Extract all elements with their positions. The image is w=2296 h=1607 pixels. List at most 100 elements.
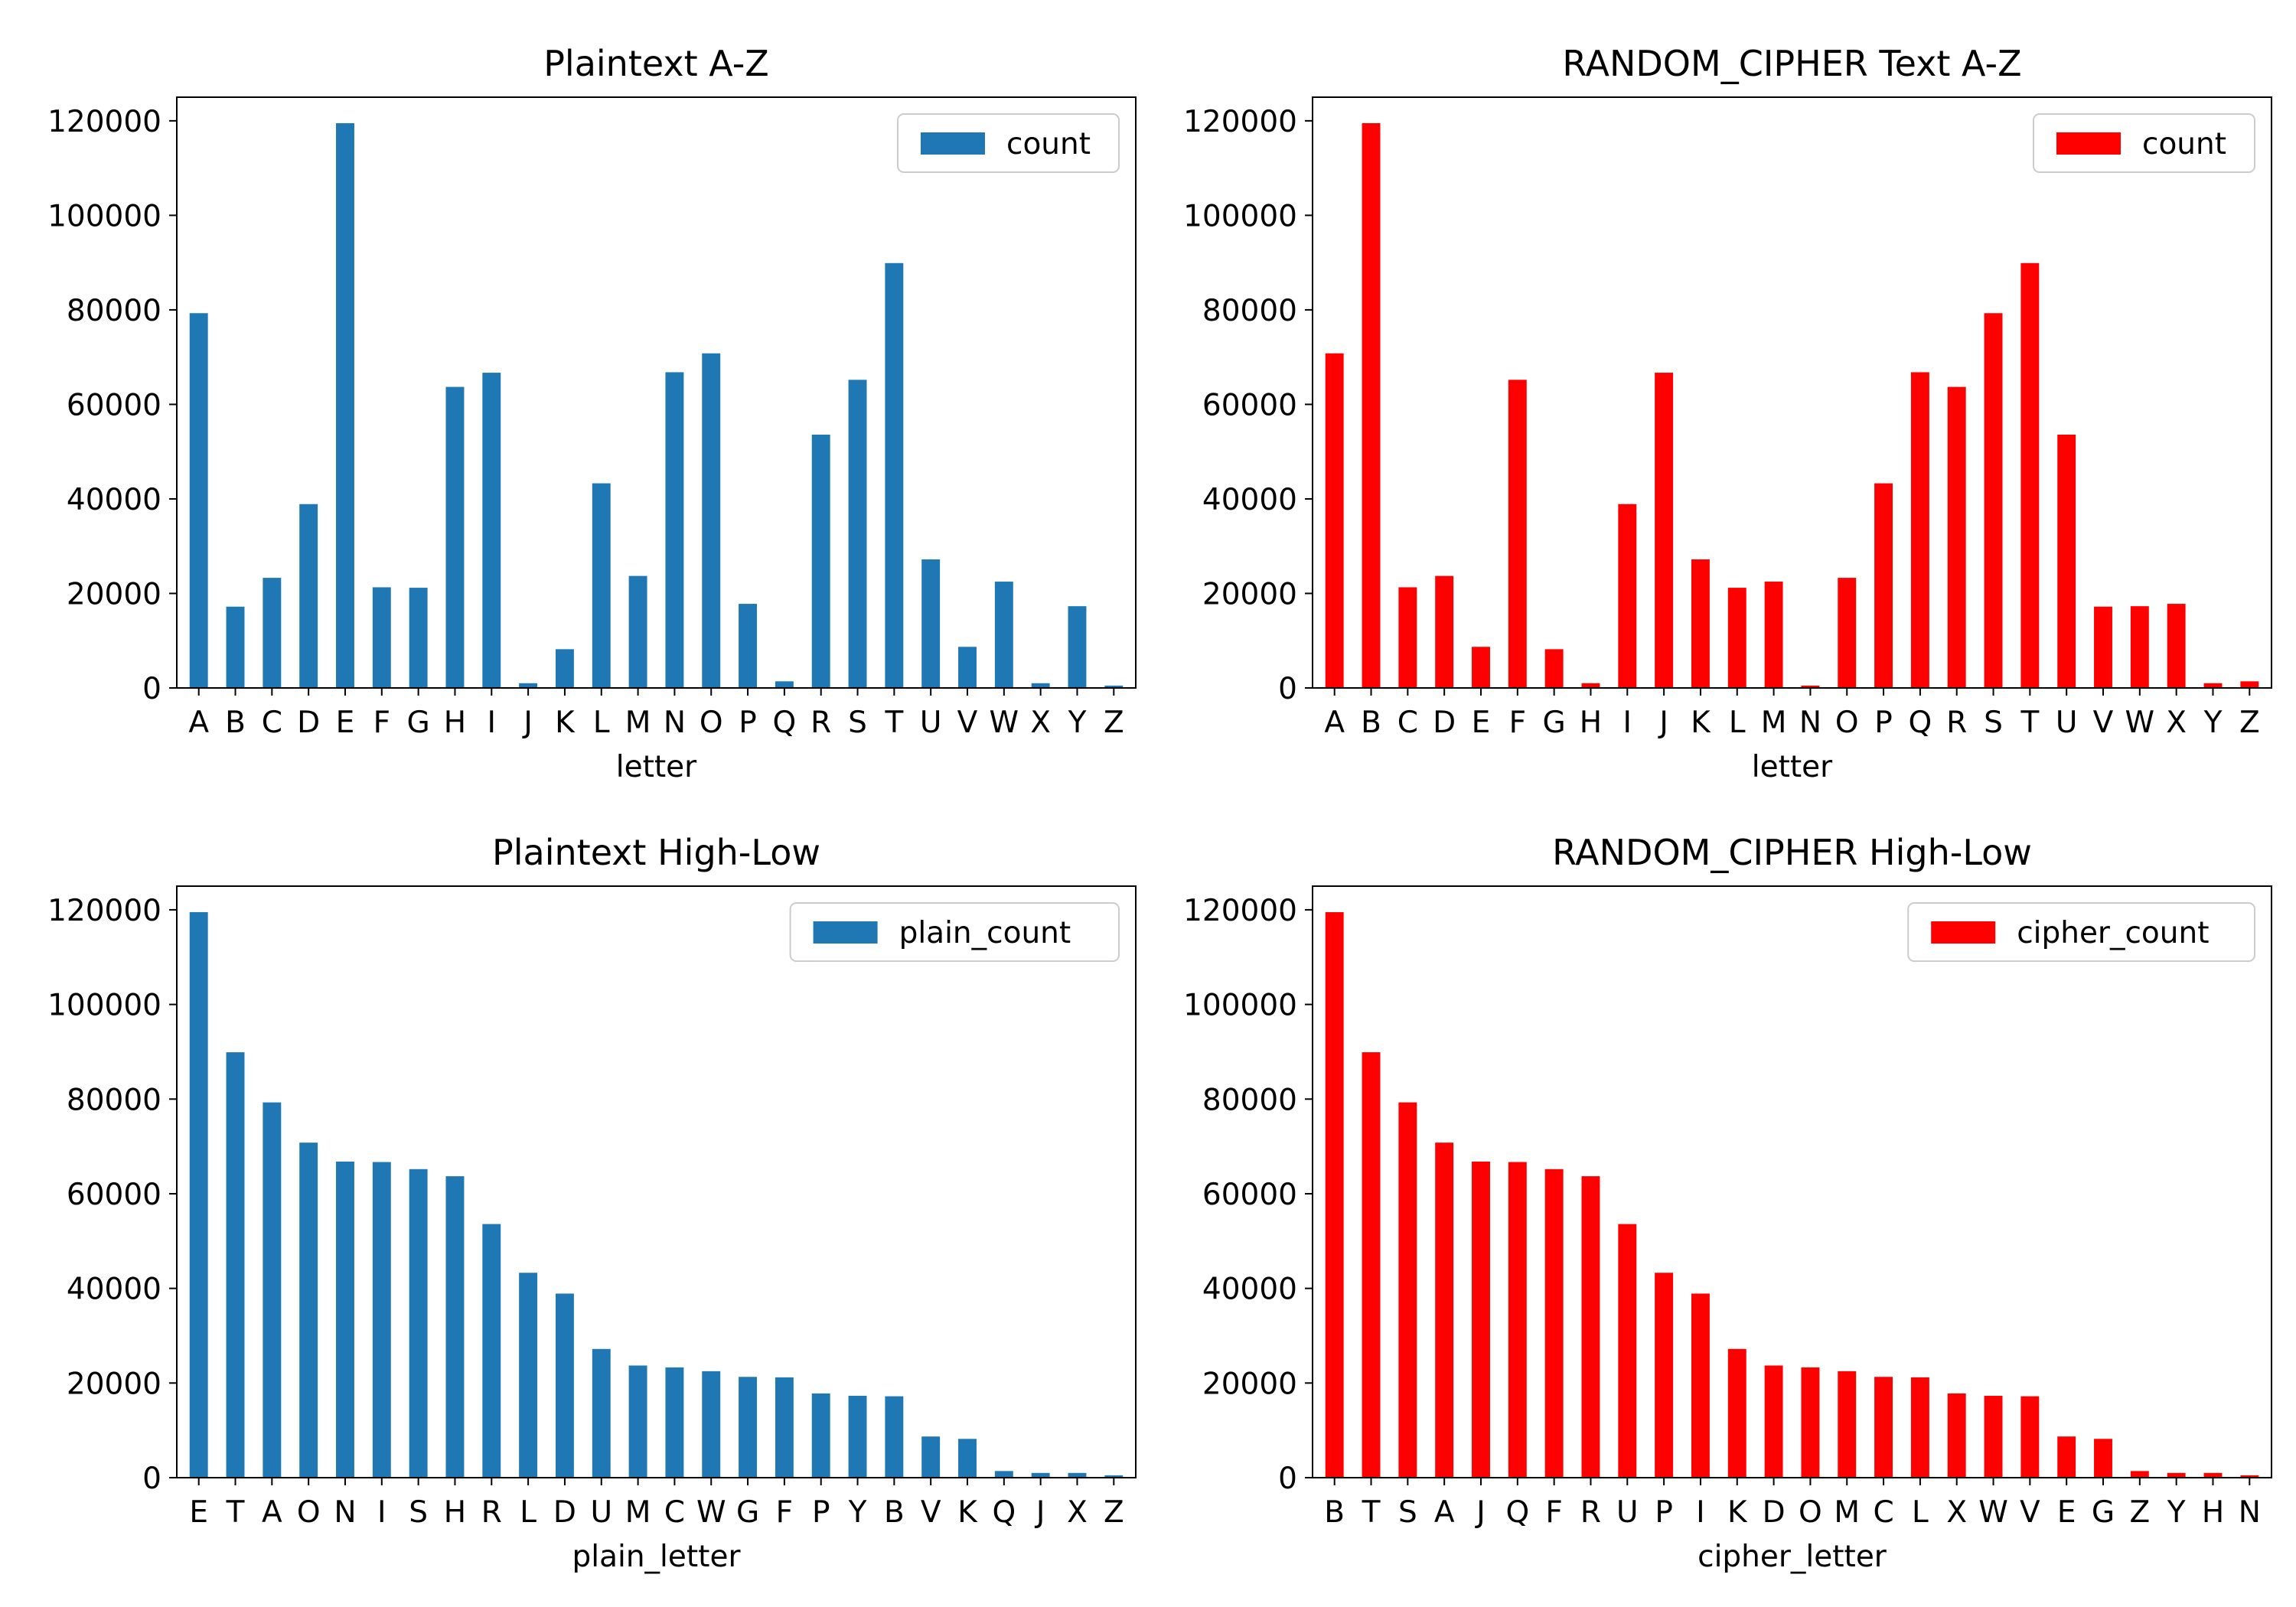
x-tick-label: O <box>1799 1495 1822 1530</box>
bar-V <box>2094 606 2112 688</box>
y-tick-label: 20000 <box>1202 1367 1297 1401</box>
x-tick-label: X <box>1067 1495 1088 1530</box>
x-tick-label: L <box>1729 706 1746 740</box>
bar-W <box>994 582 1013 688</box>
bar-L <box>1910 1377 1929 1478</box>
bars <box>1325 912 2259 1478</box>
x-tick-label: B <box>1361 706 1381 740</box>
x-tick-label: W <box>1978 1495 2008 1530</box>
x-axis-label: plain_letter <box>572 1540 742 1574</box>
bar-B <box>1325 912 1344 1478</box>
x-tick-label: E <box>336 706 355 740</box>
bar-Z <box>2130 1471 2149 1478</box>
bar-R <box>1581 1176 1600 1478</box>
legend-label: count <box>1006 127 1091 161</box>
bar-B <box>1362 122 1381 689</box>
chart-panel-2: 0 20000 40000 60000 80000 100000 120000 A B C D E F G… <box>1183 43 2272 784</box>
legend-swatch <box>921 132 985 155</box>
x-axis-label: letter <box>1752 750 1833 784</box>
x-tick-label: D <box>1763 1495 1786 1530</box>
x-tick-label: N <box>2239 1495 2261 1530</box>
bar-A <box>1435 1143 1454 1478</box>
chart-panel-4: 0 20000 40000 60000 80000 100000 120000 B T S A J Q F… <box>1183 832 2272 1574</box>
x-tick-label: L <box>1912 1495 1929 1530</box>
x-tick-label: N <box>334 1495 356 1530</box>
x-tick-label: B <box>884 1495 905 1530</box>
bar-H <box>1581 683 1600 688</box>
x-tick-label: B <box>1324 1495 1345 1530</box>
bar-O <box>1838 578 1857 688</box>
bar-L <box>519 1273 538 1478</box>
x-tick-label: Z <box>1104 1495 1124 1530</box>
bar-K <box>1727 1348 1746 1478</box>
bar-X <box>1068 1472 1087 1478</box>
x-tick-label: R <box>1946 706 1967 740</box>
y-tick-label: 0 <box>1278 1462 1297 1496</box>
x-tick-label: M <box>1761 706 1787 740</box>
y-tick-label: 100000 <box>47 989 161 1023</box>
y-tick-label: 60000 <box>67 1178 161 1212</box>
legend-box <box>789 902 1120 962</box>
x-tick-label: U <box>920 706 942 740</box>
x-tick-label: K <box>957 1495 978 1530</box>
axes-frame <box>176 885 1137 1478</box>
bar-W <box>2130 606 2149 688</box>
bar-B <box>226 606 245 688</box>
bar-F <box>1544 1169 1564 1478</box>
legend-label: count <box>2142 127 2226 161</box>
bar-P <box>1655 1273 1674 1478</box>
x-tick-label: K <box>1727 1495 1748 1530</box>
x-tick-label: U <box>1616 1495 1639 1530</box>
bar-M <box>1764 582 1783 688</box>
bar-T <box>226 1052 245 1478</box>
y-tick-label: 40000 <box>1202 483 1297 517</box>
x-tick-label: X <box>2166 706 2187 740</box>
bar-C <box>665 1367 684 1478</box>
x-tick-label: S <box>409 1495 428 1530</box>
bar-J <box>1472 1161 1490 1478</box>
bar-T <box>1362 1052 1381 1478</box>
bar-M <box>628 1365 647 1478</box>
chart-title: Plaintext A-Z <box>543 43 769 84</box>
axes-frame <box>1312 96 2272 689</box>
x-tick-label: O <box>1835 706 1859 740</box>
legend-label: cipher_count <box>2017 916 2209 950</box>
bar-I <box>1618 504 1637 688</box>
legend-swatch <box>813 921 878 944</box>
bar-R <box>482 1224 501 1478</box>
bar-J <box>1031 1472 1050 1478</box>
x-axis-label: letter <box>616 750 697 784</box>
bar-V <box>921 1436 941 1478</box>
bar-K <box>555 649 574 688</box>
bar-E <box>2057 1436 2076 1478</box>
legend-box <box>1907 902 2255 962</box>
x-tick-label: A <box>262 1495 282 1530</box>
x-tick-label: G <box>2092 1495 2115 1530</box>
x-tick-label: T <box>2020 706 2039 740</box>
y-tick-label: 80000 <box>67 294 161 328</box>
x-tick-label: X <box>1030 706 1051 740</box>
y-tick-label: 40000 <box>67 1273 161 1307</box>
y-tick-label: 80000 <box>67 1083 161 1117</box>
bar-C <box>1874 1377 1893 1478</box>
bar-H <box>445 386 465 688</box>
y-tick-label: 120000 <box>47 105 161 139</box>
bar-Q <box>994 1471 1013 1478</box>
x-tick-label: M <box>625 1495 651 1530</box>
x-tick-label: T <box>226 1495 245 1530</box>
y-tick-label: 80000 <box>1202 1083 1297 1117</box>
x-tick-label: A <box>1324 706 1345 740</box>
x-tick-label: Q <box>773 706 797 740</box>
x-tick-label: Q <box>992 1495 1016 1530</box>
x-tick-label: O <box>297 1495 321 1530</box>
bar-J <box>1655 373 1674 688</box>
bar-F <box>1508 380 1527 688</box>
x-tick-label: J <box>1657 706 1668 740</box>
bar-P <box>811 1393 830 1478</box>
x-tick-label: E <box>2057 1495 2076 1530</box>
bar-X <box>1031 683 1050 688</box>
y-tick-label: 20000 <box>67 1367 161 1401</box>
x-tick-label: H <box>444 1495 466 1530</box>
x-tick-label: Y <box>2167 1495 2186 1530</box>
x-tick-label: R <box>481 1495 502 1530</box>
